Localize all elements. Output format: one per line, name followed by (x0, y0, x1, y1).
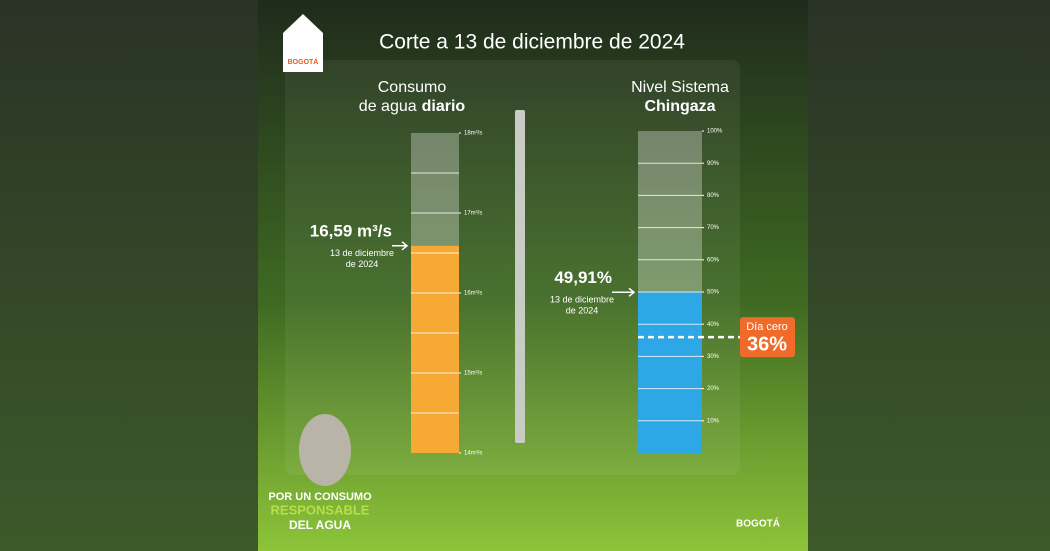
tick-label: 15m³/s (464, 371, 482, 377)
date-label: de 2024 (566, 306, 599, 316)
tick-label: 50% (707, 290, 720, 296)
gauge-title-bold: diario (422, 98, 466, 115)
fox-illustration (299, 414, 351, 486)
arrow (392, 241, 409, 251)
tick-label: 16m³/s (464, 291, 482, 297)
card (285, 60, 740, 475)
gauge-title-bold: Chingaza (644, 98, 715, 115)
value-label: 16,59 m³/s (310, 221, 392, 240)
date-label: 13 de diciembre (330, 248, 394, 258)
slogan: DEL AGUA (289, 518, 351, 532)
date-label: 13 de diciembre (550, 295, 614, 305)
title: Corte a 13 de diciembre de 2024 (379, 31, 685, 54)
tick-label: 40% (707, 322, 720, 328)
date-label: de 2024 (346, 259, 379, 269)
gauge-title: Consumo (378, 79, 447, 96)
gauge-fill (411, 245, 459, 453)
tick-label: 14m³/s (464, 451, 482, 457)
tick-label: 70% (707, 225, 720, 231)
side-blur (808, 0, 1050, 551)
side-blur (0, 0, 258, 551)
threshold-value: 36% (747, 333, 787, 355)
value-label: 49,91% (554, 268, 612, 287)
tick-label: 20% (707, 386, 720, 392)
arrow (612, 287, 636, 297)
logo-text: BOGOTÁ (288, 57, 319, 66)
tick-label: 18m³/s (464, 131, 482, 137)
tick-label: 17m³/s (464, 211, 482, 217)
gauge-title-text: Consumo (378, 79, 447, 96)
gauge-fill (638, 292, 702, 453)
logo-house (283, 14, 323, 72)
threshold-label: Día cero (746, 321, 788, 333)
tick-label: 80% (707, 193, 720, 199)
slogan: POR UN CONSUMO (268, 491, 372, 503)
gauge-title: de agua diario (359, 98, 466, 115)
tick-label: 10% (707, 418, 720, 424)
gauge-title-text: de agua (359, 98, 417, 115)
tick-label: 30% (707, 354, 720, 360)
gauge-title: Nivel Sistema (631, 79, 729, 96)
tick-label: 100% (707, 129, 723, 135)
tick-label: 90% (707, 161, 720, 167)
gauge-title-text: Nivel Sistema (631, 79, 729, 96)
footer-logo: BOGOTÁ (736, 517, 780, 530)
separator (515, 110, 525, 443)
slogan: RESPONSABLE (271, 502, 370, 517)
threshold-badge (740, 317, 795, 358)
tick-label: 60% (707, 257, 720, 263)
